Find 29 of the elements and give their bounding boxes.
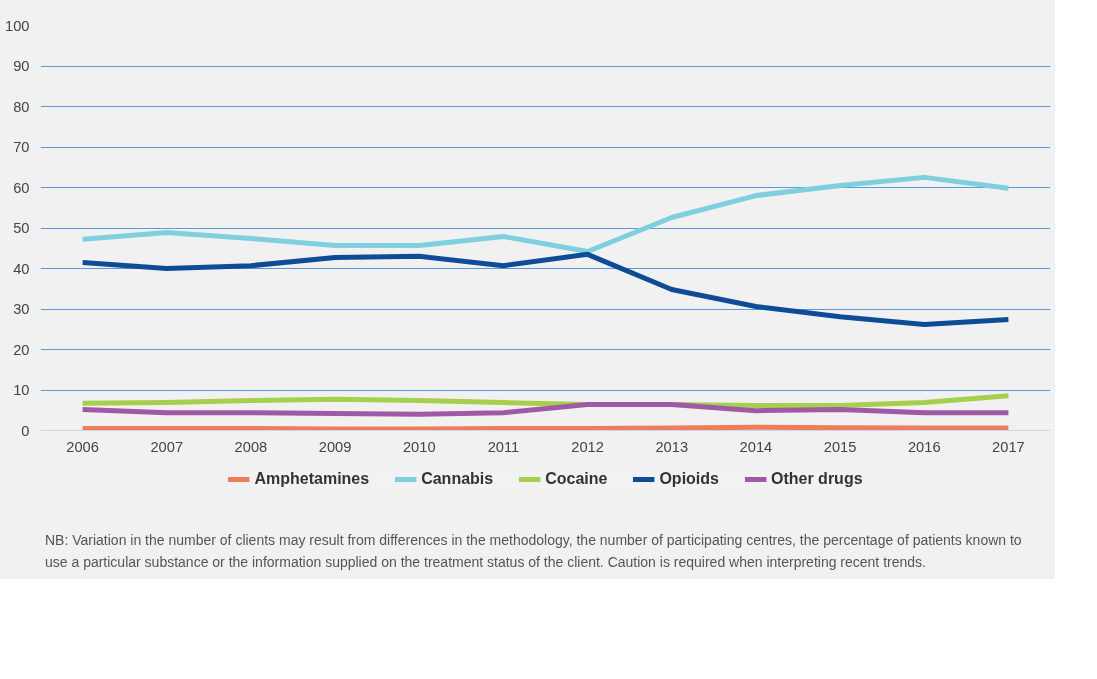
- x-tick-label: 2009: [318, 438, 352, 455]
- x-tick-label: 2013: [655, 438, 689, 455]
- legend-label: Cannabis: [421, 470, 494, 488]
- legend-label: Cocaine: [545, 470, 608, 488]
- x-tick-label: 2014: [739, 438, 773, 455]
- y-tick-label: 10: [13, 382, 30, 398]
- x-tick-label: 2017: [992, 438, 1025, 455]
- legend-label: Amphetamines: [254, 470, 370, 488]
- x-tick-label: 2010: [402, 438, 436, 455]
- text: NB: Variation in the number of clients may result from differences in the methodology, the number of participating centres, the percentage of patients known to use a particular substance or the information supplied on the treatment status of the client. Caution is required when interpreting recent trends.: [45, 531, 1023, 573]
- x-tick-label: 2011: [487, 438, 520, 455]
- x-tick-label: 2008: [234, 438, 268, 455]
- x-tick-label: 2006: [66, 438, 99, 455]
- x-tick-label: 2012: [571, 438, 604, 455]
- x-tick-label: 2015: [823, 438, 857, 455]
- legend-label: Opioids: [659, 470, 719, 488]
- y-tick-label: 0: [21, 422, 30, 439]
- y-tick-label: 40: [13, 260, 30, 277]
- y-tick-label: 60: [13, 179, 30, 196]
- y-tick-label: 50: [13, 220, 30, 236]
- x-tick-label: 2007: [150, 438, 184, 455]
- y-tick-label: 30: [13, 301, 30, 317]
- legend-label: Other drugs: [770, 470, 863, 488]
- y-tick-label: 100: [5, 17, 30, 34]
- x-tick-label: 2016: [907, 438, 941, 455]
- y-tick-label: 20: [13, 341, 30, 358]
- y-tick-label: 70: [13, 139, 30, 155]
- y-tick-label: 90: [13, 58, 30, 74]
- y-tick-label: 80: [13, 98, 30, 115]
